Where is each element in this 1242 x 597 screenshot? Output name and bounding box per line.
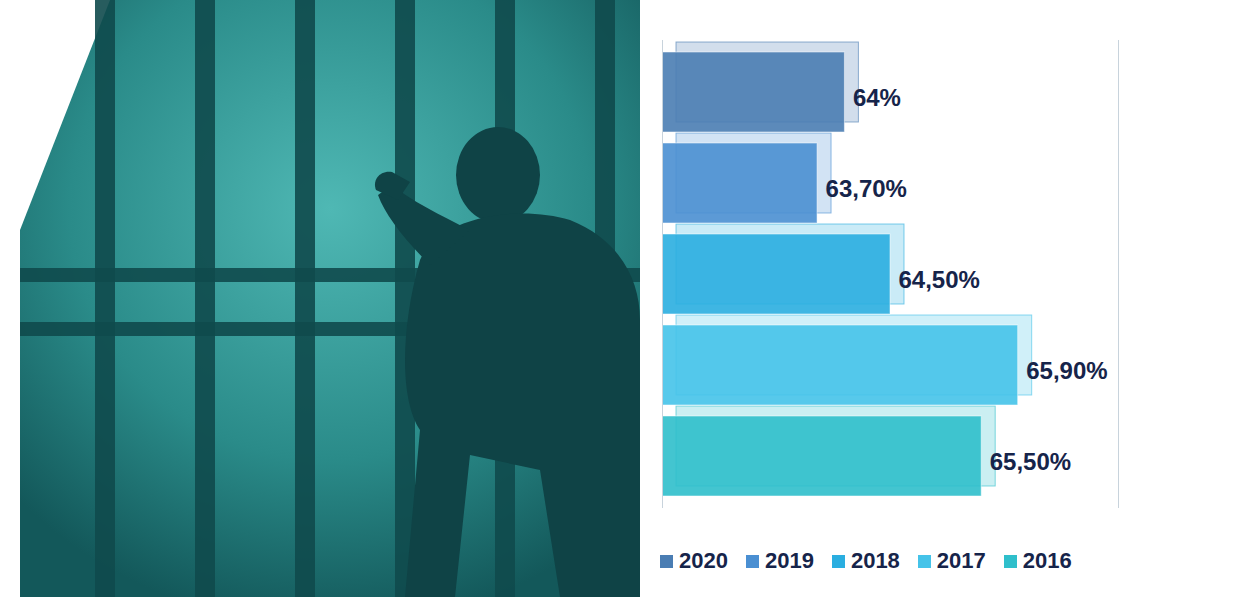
svg-text:64,50%: 64,50% xyxy=(899,266,980,293)
html-text:2018: 2018 xyxy=(850,548,900,573)
html-text:2019: 2019 xyxy=(765,548,814,573)
svg-text:65,90%: 65,90% xyxy=(1026,357,1107,384)
svg-text:63,70%: 63,70% xyxy=(826,175,907,202)
html-text:2016: 2016 xyxy=(1022,548,1072,573)
svg-text:64%: 64% xyxy=(853,84,901,111)
html-text:2017: 2017 xyxy=(936,548,986,573)
svg-text:65,50%: 65,50% xyxy=(990,448,1071,475)
html-text:2020: 2020 xyxy=(679,548,728,573)
